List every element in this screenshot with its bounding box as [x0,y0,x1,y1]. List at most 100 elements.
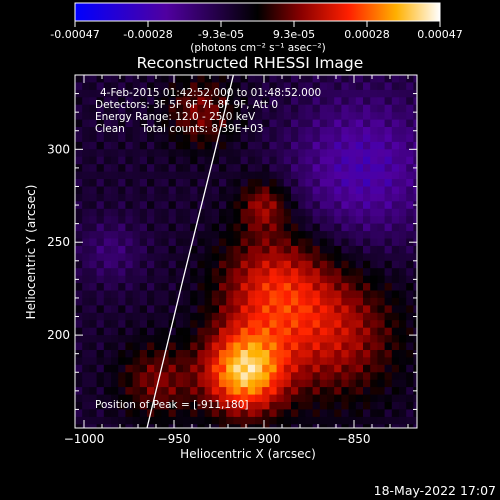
heatmap-cell [118,312,126,321]
heatmap-cell [240,372,249,381]
heatmap-cell [103,171,112,180]
heatmap-cell [132,89,141,98]
heatmap-cell [154,179,162,187]
heatmap-cell [190,208,198,217]
heatmap-image [75,75,417,428]
heatmap-cell [276,305,285,314]
heatmap-cell [391,320,400,329]
heatmap-cell [154,372,162,381]
heatmap-cell [298,297,306,306]
heatmap-cell [348,82,357,91]
heatmap-cell [118,238,126,247]
heatmap-cell [118,357,126,366]
heatmap-cell [211,364,220,373]
heatmap-cell [75,372,83,381]
heatmap-cell [291,260,299,269]
heatmap-cell [327,320,335,329]
heatmap-cell [139,290,148,299]
heatmap-cell [255,290,263,299]
heatmap-cell [154,327,162,336]
heatmap-cell [384,312,393,321]
heatmap-cell [118,402,126,410]
heatmap-cell [147,253,155,262]
heatmap-cell [240,283,249,292]
heatmap-cell [363,179,371,187]
heatmap-cell [197,283,206,292]
heatmap-cell [341,89,350,98]
heatmap-cell [283,379,292,388]
heatmap-cell [139,75,148,83]
heatmap-cell [262,171,270,180]
heatmap-cell [247,364,256,373]
heatmap-cell [125,387,134,396]
heatmap-cell [291,164,299,173]
heatmap-cell [377,290,386,299]
heatmap-cell [103,223,112,232]
heatmap-cell [197,350,206,358]
heatmap-cell [319,245,328,254]
heatmap-cell [175,164,184,173]
heatmap-cell [125,231,134,240]
heatmap-cell [139,216,148,225]
heatmap-cell [139,394,148,403]
heatmap-cell [413,156,417,165]
heatmap-cell [147,186,155,195]
heatmap-cell [327,186,335,195]
heatmap-cell [355,379,364,388]
heatmap-cell [391,245,400,254]
heatmap-cell [370,424,378,428]
heatmap-cell [82,394,90,403]
heatmap-cell [384,275,393,284]
heatmap-cell [269,312,278,321]
heatmap-cell [226,364,234,373]
heatmap-cell [291,231,299,240]
heatmap-cell [118,342,126,351]
heatmap-cell [226,112,234,121]
heatmap-cell [89,97,98,106]
heatmap-cell [190,416,198,425]
heatmap-cell [262,290,270,299]
heatmap-cell [377,245,386,254]
heatmap-cell [147,223,155,232]
heatmap-cell [327,156,335,165]
heatmap-cell [82,327,90,336]
heatmap-cell [363,216,371,225]
heatmap-cell [147,372,155,381]
heatmap-cell [197,409,206,418]
heatmap-cell [370,156,378,165]
heatmap-cell [240,350,249,358]
heatmap-cell [247,97,256,106]
heatmap-cell [276,402,285,410]
heatmap-cell [226,216,234,225]
heatmap-cell [255,97,263,106]
heatmap-cell [298,149,306,158]
heatmap-cell [312,119,321,128]
heatmap-cell [168,357,177,366]
heatmap-cell [305,104,314,113]
heatmap-cell [96,416,105,425]
heatmap-cell [298,223,306,232]
heatmap-cell [168,409,177,418]
heatmap-cell [118,260,126,269]
heatmap-cell [276,290,285,299]
heatmap-cell [139,156,148,165]
heatmap-cell [197,127,206,135]
heatmap-cell [269,223,278,232]
heatmap-cell [247,201,256,210]
heatmap-cell [183,379,191,388]
heatmap-cell [211,245,220,254]
heatmap-cell [413,424,417,428]
heatmap-cell [363,171,371,180]
heatmap-cell [82,134,90,143]
heatmap-cell [219,193,227,202]
heatmap-cell [262,119,270,128]
heatmap-cell [175,342,184,351]
heatmap-cell [161,112,170,121]
heatmap-cell [226,193,234,202]
heatmap-cell [89,171,98,180]
heatmap-cell [255,327,263,336]
heatmap-cell [233,216,242,225]
heatmap-cell [118,416,126,425]
heatmap-cell [298,201,306,210]
heatmap-cell [348,387,357,396]
